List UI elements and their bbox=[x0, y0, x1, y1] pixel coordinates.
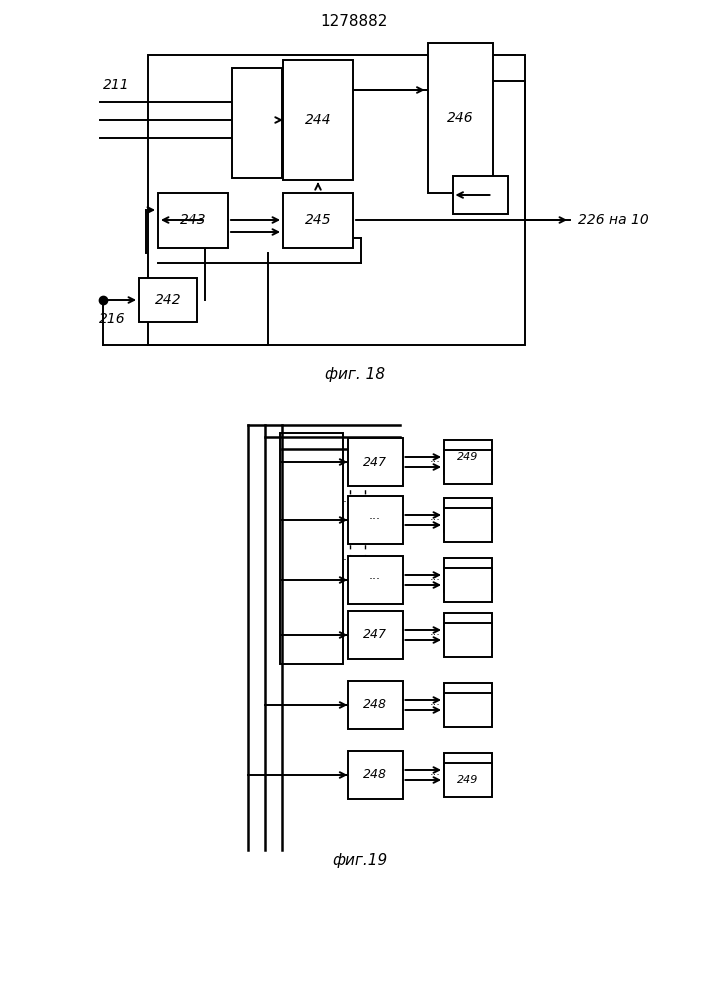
Bar bbox=[348, 556, 402, 604]
Text: ···: ··· bbox=[430, 575, 441, 585]
Text: ···: ··· bbox=[430, 700, 441, 710]
Text: 248: 248 bbox=[363, 698, 387, 712]
Text: ···: ··· bbox=[369, 514, 381, 526]
Bar bbox=[158, 192, 228, 247]
Bar bbox=[444, 613, 492, 647]
Bar bbox=[348, 438, 402, 486]
Text: 247: 247 bbox=[363, 629, 387, 642]
Text: 244: 244 bbox=[305, 113, 332, 127]
Bar bbox=[348, 681, 402, 729]
Bar bbox=[348, 496, 402, 544]
Bar bbox=[444, 763, 492, 797]
Text: фиг. 18: фиг. 18 bbox=[325, 367, 385, 382]
Text: 243: 243 bbox=[180, 213, 206, 227]
Bar bbox=[444, 693, 492, 727]
Text: ···: ··· bbox=[430, 515, 441, 525]
Bar bbox=[444, 440, 492, 474]
Bar bbox=[348, 611, 402, 659]
Text: 249: 249 bbox=[457, 452, 479, 462]
Text: 247: 247 bbox=[363, 456, 387, 468]
Bar bbox=[444, 558, 492, 592]
Bar bbox=[444, 450, 492, 484]
Text: фиг.19: фиг.19 bbox=[332, 852, 387, 867]
Bar bbox=[444, 683, 492, 717]
Text: · · · ·: · · · · bbox=[343, 554, 371, 566]
Text: ···: ··· bbox=[430, 630, 441, 640]
Text: 226 на 10: 226 на 10 bbox=[578, 213, 649, 227]
Text: · · · ·: · · · · bbox=[343, 496, 371, 510]
Text: 216: 216 bbox=[99, 312, 126, 326]
Bar bbox=[444, 508, 492, 542]
Text: ···: ··· bbox=[369, 574, 381, 586]
Bar bbox=[444, 568, 492, 602]
Bar bbox=[139, 278, 197, 322]
Bar bbox=[280, 433, 342, 664]
Text: ···: ··· bbox=[430, 770, 441, 780]
Text: 249: 249 bbox=[457, 775, 479, 785]
Bar bbox=[444, 498, 492, 532]
Text: 242: 242 bbox=[155, 293, 181, 307]
Bar bbox=[444, 753, 492, 787]
Text: ···: ··· bbox=[430, 457, 441, 467]
Text: 211: 211 bbox=[103, 78, 129, 92]
Bar bbox=[348, 751, 402, 799]
Text: 248: 248 bbox=[363, 768, 387, 782]
Text: 1278882: 1278882 bbox=[320, 14, 387, 29]
Bar bbox=[428, 43, 493, 193]
Bar bbox=[444, 623, 492, 657]
Bar bbox=[283, 60, 353, 180]
Bar bbox=[148, 55, 525, 345]
Text: 245: 245 bbox=[305, 213, 332, 227]
Bar bbox=[452, 176, 508, 214]
Bar bbox=[283, 192, 353, 247]
Text: 246: 246 bbox=[447, 111, 473, 125]
Bar bbox=[232, 68, 282, 178]
